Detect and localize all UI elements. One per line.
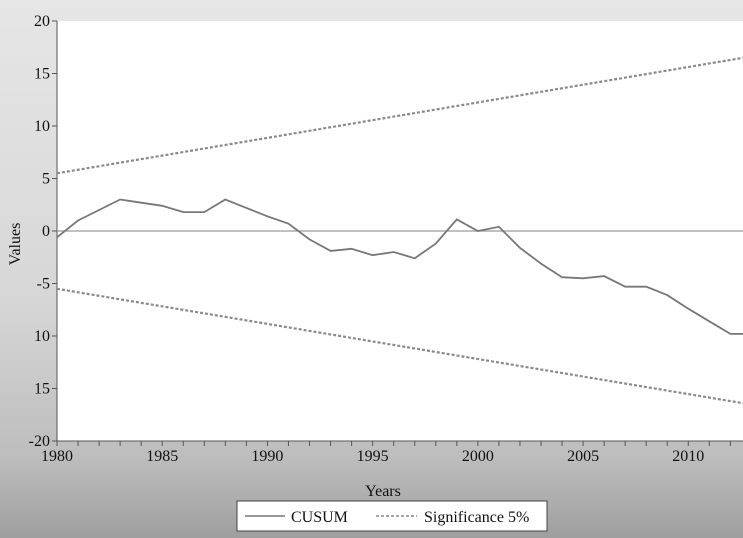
x-tick-label: 1980 bbox=[41, 448, 73, 465]
y-tick-label: 10 bbox=[34, 118, 50, 135]
y-axis-title: Values bbox=[7, 223, 24, 266]
cusum-line bbox=[56, 198, 743, 335]
x-tick-label: 1995 bbox=[357, 448, 389, 465]
y-tick-label: 0 bbox=[42, 223, 50, 240]
x-tick-label: 1990 bbox=[251, 448, 283, 465]
x-tick-label: 2005 bbox=[567, 448, 599, 465]
significance-lower-line bbox=[56, 287, 743, 405]
x-axis-ticks: 1980 1985 1990 1995 2000 2005 2010 bbox=[41, 441, 731, 465]
x-tick-label: 1985 bbox=[146, 448, 178, 465]
y-tick-label: 15 bbox=[34, 66, 50, 83]
x-tick-label: 2010 bbox=[672, 448, 704, 465]
y-tick-label: 20 bbox=[34, 13, 50, 30]
y-tick-label: -5 bbox=[37, 276, 50, 293]
legend-label-significance: Significance 5% bbox=[424, 509, 529, 526]
x-tick-label: 2000 bbox=[462, 448, 494, 465]
x-axis-title: Years bbox=[365, 483, 401, 500]
y-axis-ticks: 20 15 10 5 0 -5 10 15 -20 bbox=[29, 13, 57, 450]
y-tick-label: -20 bbox=[29, 433, 50, 450]
y-tick-label: 10 bbox=[34, 328, 50, 345]
legend-label-cusum: CUSUM bbox=[291, 509, 348, 526]
significance-upper-line bbox=[56, 56, 743, 175]
y-tick-label: 5 bbox=[42, 171, 50, 188]
legend: CUSUM Significance 5% bbox=[236, 500, 548, 532]
series-layer bbox=[56, 56, 743, 405]
y-tick-label: 15 bbox=[34, 381, 50, 398]
